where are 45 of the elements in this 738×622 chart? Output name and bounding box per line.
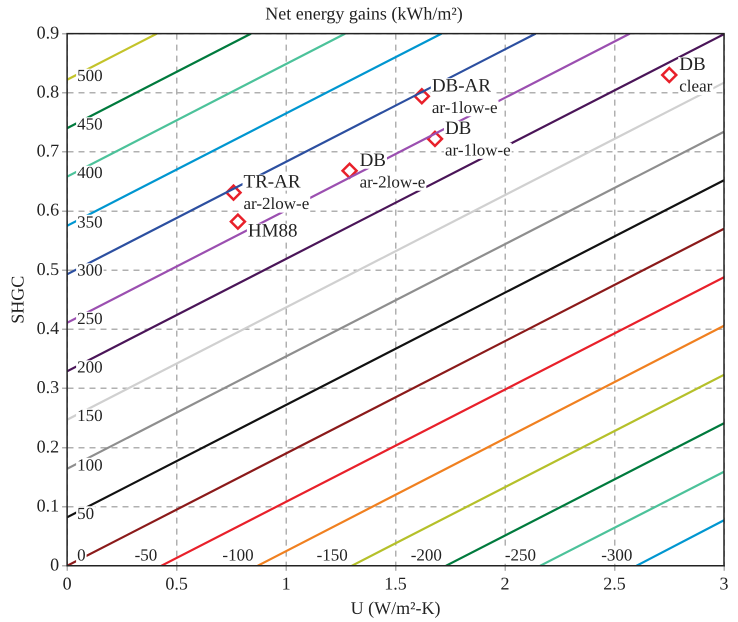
- series-label: 50: [77, 504, 94, 523]
- annotation: DB ar-2low-e: [360, 150, 426, 192]
- x-tick-label: 2.5: [603, 573, 626, 594]
- y-tick-label: 0.7: [36, 140, 60, 161]
- series-label: 0: [77, 545, 86, 564]
- series-label: 100: [77, 455, 103, 474]
- y-axis-title: SHGC: [8, 276, 28, 324]
- x-tick-label: 3: [720, 573, 728, 594]
- series-label: -200: [410, 545, 442, 564]
- series-label: 200: [77, 358, 103, 377]
- y-tick-label: 0.3: [36, 377, 60, 398]
- series-label: -50: [134, 545, 158, 564]
- series-label: -100: [222, 545, 254, 564]
- y-tick-label: 0.4: [36, 318, 60, 338]
- series-label: -300: [601, 545, 632, 564]
- y-tick-label: 0.9: [36, 22, 60, 42]
- y-tick-label: 0.5: [36, 258, 60, 279]
- y-tick-label: 0.1: [36, 495, 60, 516]
- x-tick-label: 2: [500, 573, 510, 594]
- series-label: 400: [77, 163, 103, 182]
- annotation: DB clear: [679, 54, 713, 96]
- series-label: 250: [77, 309, 103, 328]
- series-label: -250: [504, 545, 536, 564]
- annotation: HM88: [248, 220, 298, 242]
- x-tick-label: 1: [282, 573, 291, 594]
- annotation: TR-AR ar-2low-e: [244, 172, 310, 214]
- series-label: 450: [77, 114, 103, 134]
- series-label: -150: [316, 545, 348, 564]
- y-tick-label: 0: [50, 554, 60, 575]
- y-tick-label: 0.6: [36, 200, 60, 220]
- point: [661, 66, 678, 84]
- series-label: 150: [77, 406, 103, 426]
- series-label: 350: [77, 212, 103, 232]
- annotation: DB-AR ar-1low-e: [432, 75, 498, 117]
- x-tick-label: 0: [62, 573, 72, 594]
- x-axis-title: U (W/m²-K): [350, 598, 440, 618]
- point: [230, 213, 246, 230]
- series-label: 300: [77, 260, 103, 280]
- y-tick-label: 0.2: [36, 436, 60, 456]
- x-tick-label: 0.5: [165, 573, 188, 594]
- annotation: DB ar-1low-e: [444, 118, 511, 160]
- y-tick-label: 0.8: [36, 81, 60, 102]
- series-label: 500: [77, 66, 103, 86]
- x-tick-label: 1.5: [384, 573, 407, 594]
- chart-title: Net energy gains (kWh/m²): [265, 4, 463, 24]
